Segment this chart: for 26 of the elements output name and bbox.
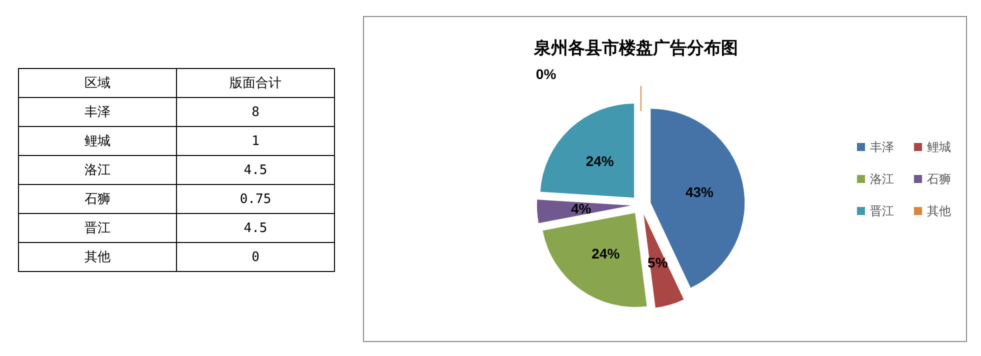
data-label: 24% [586, 153, 614, 170]
category-label: 其他 [18, 242, 176, 272]
legend-label: 丰泽 [870, 140, 894, 154]
category-label: 石狮 [18, 184, 176, 214]
data-label: 8 [176, 98, 334, 126]
data-label: 24% [592, 245, 620, 262]
legend-label: 晋江 [870, 204, 894, 218]
legend-label: 鲤城 [927, 140, 951, 154]
data-label: 0.75 [176, 184, 334, 214]
chart-title: 泉州各县市楼盘广告分布图 [533, 38, 738, 58]
text: 版面合计 [176, 68, 334, 98]
legend-label: 石狮 [927, 172, 951, 186]
category-label: 鲤城 [18, 126, 176, 156]
category-label: 晋江 [18, 214, 176, 242]
text: 0% [536, 66, 556, 82]
category-label: 丰泽 [18, 98, 176, 126]
text: 区域 [18, 68, 176, 98]
category-label: 洛江 [18, 156, 176, 184]
legend-label: 洛江 [870, 172, 894, 186]
legend-label: 其他 [927, 204, 951, 218]
data-label: 4.5 [176, 156, 334, 184]
data-label: 43% [685, 184, 714, 200]
data-label: 4% [570, 200, 592, 217]
data-label: 1 [176, 126, 334, 156]
data-label: 4.5 [176, 214, 334, 242]
data-label: 0 [176, 242, 334, 272]
